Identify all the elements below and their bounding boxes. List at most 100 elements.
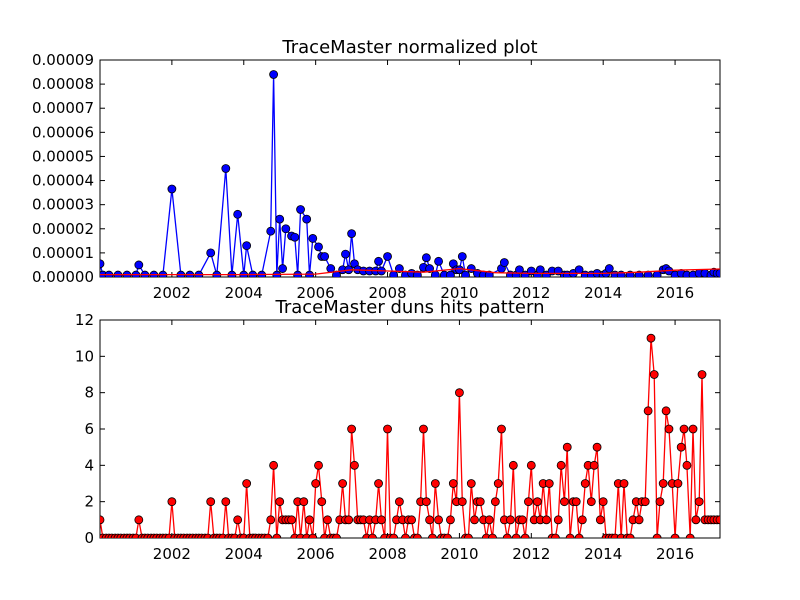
- data-point: [267, 516, 275, 524]
- y-tick-label: 0.00008: [32, 75, 94, 93]
- data-point: [677, 443, 685, 451]
- data-point: [620, 480, 628, 488]
- data-point: [509, 461, 517, 469]
- data-point: [467, 480, 475, 488]
- data-point: [551, 534, 559, 542]
- y-tick-label: 0.00002: [32, 220, 94, 238]
- data-point: [234, 516, 242, 524]
- chart-duns-hits: TraceMaster duns hits pattern02468101220…: [75, 297, 724, 563]
- x-tick-label: 2002: [153, 545, 191, 563]
- data-point: [593, 443, 601, 451]
- data-point: [662, 407, 670, 415]
- data-point: [348, 425, 356, 433]
- data-point: [315, 461, 323, 469]
- data-point: [318, 498, 326, 506]
- data-point: [419, 425, 427, 433]
- data-point: [524, 498, 532, 506]
- data-point: [300, 498, 308, 506]
- data-point: [332, 534, 340, 542]
- data-point: [431, 271, 439, 279]
- y-tick-label: 0.00001: [32, 244, 94, 262]
- data-point: [716, 269, 724, 277]
- data-point: [575, 534, 583, 542]
- data-point: [395, 498, 403, 506]
- data-point: [321, 253, 329, 261]
- x-tick-label: 2002: [153, 284, 191, 302]
- data-point: [659, 480, 667, 488]
- data-point: [96, 516, 104, 524]
- data-point: [341, 250, 349, 258]
- data-point: [345, 516, 353, 524]
- data-point: [234, 210, 242, 218]
- chart-title: TraceMaster normalized plot: [281, 37, 537, 58]
- data-point: [695, 498, 703, 506]
- data-point: [390, 271, 398, 279]
- y-tick-label: 0.00005: [32, 147, 94, 165]
- data-point: [276, 215, 284, 223]
- data-point: [273, 271, 281, 279]
- data-point: [488, 534, 496, 542]
- data-point: [294, 271, 302, 279]
- data-point: [557, 461, 565, 469]
- data-point: [422, 254, 430, 262]
- data-point: [485, 516, 493, 524]
- data-point: [306, 516, 314, 524]
- y-tick-label: 0.00000: [32, 268, 94, 286]
- data-point: [368, 534, 376, 542]
- data-point: [458, 253, 466, 261]
- data-point: [455, 389, 463, 397]
- data-point: [339, 480, 347, 488]
- y-tick-label: 12: [75, 311, 94, 329]
- data-point: [641, 498, 649, 506]
- data-point: [207, 249, 215, 257]
- data-point: [276, 498, 284, 506]
- data-point: [222, 165, 230, 173]
- data-point: [698, 371, 706, 379]
- chart-title: TraceMaster duns hits pattern: [275, 297, 545, 318]
- data-point: [267, 227, 275, 235]
- data-point: [683, 461, 691, 469]
- data-point: [390, 534, 398, 542]
- data-point: [435, 257, 443, 265]
- data-point: [653, 534, 661, 542]
- data-point: [471, 516, 479, 524]
- data-point: [324, 516, 332, 524]
- y-tick-label: 2: [84, 493, 94, 511]
- y-tick-label: 6: [84, 420, 94, 438]
- chart-normalized: TraceMaster normalized plot 0.00000 0.0000…: [32, 37, 724, 302]
- y-tick-label: 10: [75, 347, 94, 365]
- x-tick-label: 2010: [440, 545, 478, 563]
- data-point: [402, 534, 410, 542]
- data-point: [692, 516, 700, 524]
- data-point: [464, 534, 472, 542]
- x-tick-label: 2004: [225, 284, 263, 302]
- data-point: [527, 461, 535, 469]
- y-tick-label: 0: [84, 529, 94, 547]
- data-point: [428, 534, 436, 542]
- data-point: [587, 498, 595, 506]
- data-point: [309, 234, 317, 242]
- data-point: [542, 516, 550, 524]
- data-point: [635, 516, 643, 524]
- data-point: [444, 534, 452, 542]
- data-point: [521, 534, 529, 542]
- data-point: [497, 425, 505, 433]
- data-point: [518, 516, 526, 524]
- data-point: [303, 215, 311, 223]
- data-point: [384, 425, 392, 433]
- x-tick-label: 2014: [584, 545, 622, 563]
- data-point: [572, 498, 580, 506]
- data-point: [458, 498, 466, 506]
- y-tick-label: 0.00006: [32, 123, 94, 141]
- data-point: [503, 534, 511, 542]
- data-point: [566, 534, 574, 542]
- data-point: [578, 516, 586, 524]
- data-point: [413, 534, 421, 542]
- data-point: [422, 498, 430, 506]
- data-point: [665, 425, 673, 433]
- plot-frame: [100, 320, 720, 538]
- data-point: [581, 480, 589, 488]
- data-point: [435, 516, 443, 524]
- data-point: [686, 534, 694, 542]
- data-point: [282, 225, 290, 233]
